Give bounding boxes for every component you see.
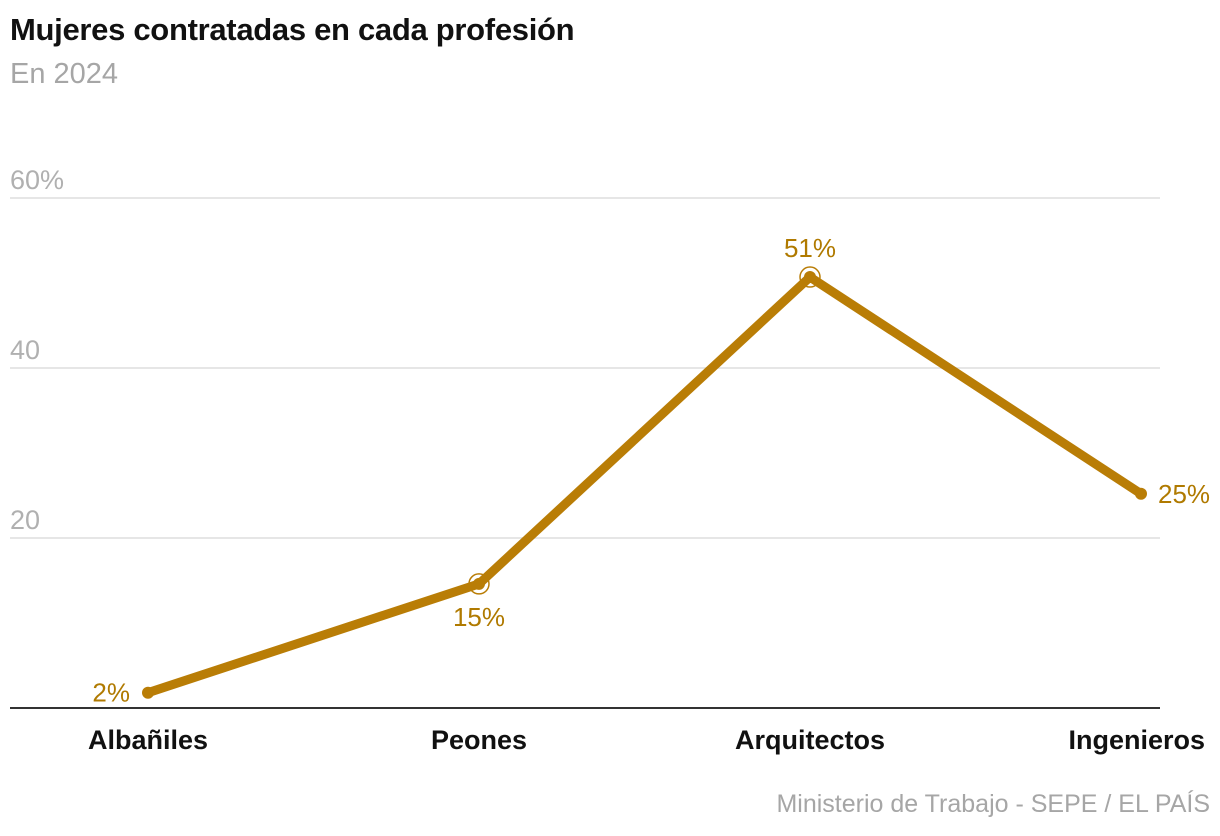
- data-point: [1135, 487, 1147, 500]
- series-line: [143, 271, 1146, 698]
- line-chart: 20 40 60% Albañiles Peones Arquitectos Ingeni…: [10, 165, 1210, 755]
- data-labels: 2% 15% 51% 25%: [92, 233, 1210, 708]
- data-point-ring: [468, 573, 490, 595]
- gridlines: [10, 197, 1160, 539]
- data-label: 25%: [1158, 479, 1210, 509]
- y-axis-ticks: 20 40 60%: [10, 165, 64, 535]
- data-label: 51%: [784, 233, 836, 263]
- x-tick-label: Peones: [431, 725, 527, 755]
- x-tick-label: Albañiles: [88, 725, 208, 755]
- chart-title: Mujeres contratadas en cada profesión: [10, 12, 575, 47]
- y-tick-label: 20: [10, 505, 40, 535]
- data-point-ring: [799, 266, 821, 288]
- series-layer: [142, 266, 1147, 699]
- y-tick-label: 60%: [10, 165, 64, 195]
- data-label: 15%: [453, 602, 505, 632]
- data-point: [804, 271, 816, 284]
- x-tick-label: Arquitectos: [735, 725, 885, 755]
- chart-subtitle: En 2024: [10, 58, 119, 90]
- data-label: 2%: [92, 678, 130, 708]
- x-tick-label: Ingenieros: [1068, 725, 1205, 755]
- x-axis-ticks: Albañiles Peones Arquitectos Ingenieros: [88, 725, 1205, 755]
- data-point: [142, 686, 154, 699]
- data-point: [473, 577, 485, 590]
- y-tick-label: 40: [10, 335, 40, 365]
- source-credit: Ministerio de Trabajo - SEPE / EL PAÍS: [776, 790, 1210, 818]
